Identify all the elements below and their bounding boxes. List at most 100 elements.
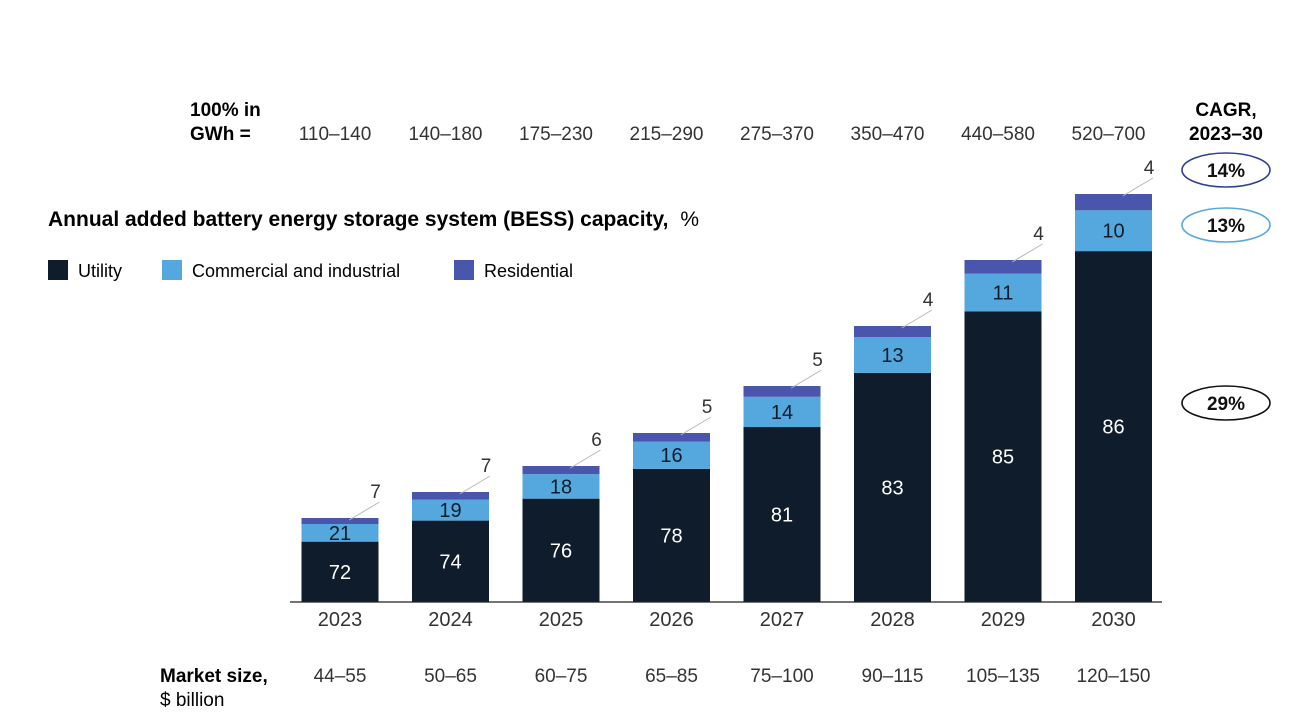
bar-utility-2028 [854,372,931,602]
label-commercial-2029: 11 [993,282,1014,304]
market-size-2029: 105–135 [966,666,1040,687]
bar-utility-2026 [633,468,710,602]
label-residential-2024: 7 [481,456,492,477]
label-utility-2026: 78 [660,525,682,547]
cagr-pill-commercial [1181,207,1271,243]
leader-residential-2025 [569,449,601,469]
market-size-2027: 75–100 [750,666,813,687]
cagr-header-line1: CAGR, [1195,100,1256,121]
gwh-total-2024: 140–180 [409,124,483,145]
market-size-2024: 50–65 [424,666,477,687]
label-commercial-2025: 18 [550,476,572,498]
x-tick-2023: 2023 [318,609,363,631]
market-size-2023: 44–55 [314,666,367,687]
gwh-total-2029: 440–580 [961,124,1035,145]
bar-utility-2030 [1075,251,1152,602]
label-residential-2028: 4 [923,290,934,311]
label-residential-2029: 4 [1033,224,1044,245]
leader-residential-2026 [680,416,712,436]
legend-label-utility: Utility [78,261,122,281]
label-utility-2029: 85 [992,447,1014,469]
gwh-total-2025: 175–230 [519,124,593,145]
leader-residential-2028 [901,309,933,329]
leader-residential-2029 [1011,243,1043,263]
leader-residential-2027 [790,369,822,389]
gwh-row: 110–140 140–180 175–230 215–290 275–370 350–4… [299,124,1146,145]
label-commercial-2023: 21 [329,523,351,545]
legend-label-residential: Residential [484,261,573,281]
bar-utility-2027 [743,427,821,602]
gwh-label-line1: 100% in [190,100,261,121]
leader-residential-2023 [348,501,380,521]
legend-label-commercial: Commercial and industrial [192,261,400,281]
label-utility-2025: 76 [550,540,572,562]
bar-residential-2024 [412,492,489,500]
bar-commercial-2026 [633,441,710,469]
legend-swatch-commercial [162,260,182,280]
bar-commercial-2028 [854,337,931,373]
market-size-2026: 65–85 [645,666,698,687]
bar-commercial-2025 [522,474,600,499]
bar-residential-2027 [743,386,821,397]
chart-title: Annual added battery energy storage syst… [48,208,699,231]
legend: Utility Commercial and industrial Reside… [48,260,573,281]
x-tick-2025: 2025 [539,609,584,631]
x-tick-2027: 2027 [760,609,805,631]
legend-swatch-utility [48,260,68,280]
label-residential-2026: 5 [702,397,713,418]
bar-residential-2025 [522,466,600,475]
bars: 72 21 7 74 19 7 76 18 6 78 16 5 81 14 5 83 13 4 85 11 4 86 10 4 [301,158,1155,602]
label-utility-2024: 74 [439,551,461,573]
bar-commercial-2027 [743,396,821,428]
x-tick-2028: 2028 [870,609,915,631]
cagr-header-line2: 2023–30 [1189,124,1263,145]
x-tick-2029: 2029 [981,609,1026,631]
label-utility-2028: 83 [881,477,903,499]
market-size-2028: 90–115 [862,666,924,687]
x-tick-labels: 2023 2024 2025 2026 2027 2028 2029 2030 [318,609,1136,631]
cagr-value-utility: 29% [1207,394,1245,415]
gwh-total-2026: 215–290 [630,124,704,145]
bar-residential-2026 [633,433,710,442]
market-size-row: 44–55 50–65 60–75 65–85 75–100 90–115 105–135 1… [314,666,1151,687]
market-size-label-line2: $ billion [160,690,224,711]
label-residential-2025: 6 [591,430,602,451]
gwh-total-2027: 275–370 [740,124,814,145]
cagr-pills: 14% 13% 29% [1181,152,1271,421]
cagr-pill-utility [1181,385,1271,421]
bar-residential-2030 [1075,194,1152,211]
label-commercial-2030: 10 [1102,221,1124,243]
gwh-label-line2: GWh = [190,124,251,145]
label-commercial-2027: 14 [771,402,793,424]
label-residential-2027: 5 [812,350,823,371]
bar-commercial-2024 [412,499,489,521]
market-size-label-line1: Market size, [160,666,268,687]
cagr-value-commercial: 13% [1207,216,1245,237]
label-residential-2030: 4 [1144,158,1155,179]
leader-residential-2024 [459,475,491,495]
label-commercial-2028: 13 [881,345,903,367]
market-size-2030: 120–150 [1077,666,1151,687]
label-utility-2023: 72 [329,562,351,584]
bar-residential-2023 [301,518,379,524]
bar-utility-2023 [301,541,379,602]
bar-utility-2029 [964,311,1042,602]
label-residential-2023: 7 [370,482,381,503]
leader-residential-2030 [1122,177,1154,197]
bar-residential-2028 [854,326,931,338]
legend-swatch-residential [454,260,474,280]
gwh-total-2030: 520–700 [1072,124,1146,145]
label-commercial-2024: 19 [439,500,461,522]
bar-utility-2024 [412,520,489,602]
bar-commercial-2023 [301,524,379,542]
market-size-2025: 60–75 [535,666,588,687]
x-tick-2024: 2024 [428,609,473,631]
gwh-total-2028: 350–470 [851,124,925,145]
label-commercial-2026: 16 [660,445,682,467]
label-utility-2030: 86 [1102,417,1124,439]
bar-commercial-2030 [1075,210,1152,252]
label-utility-2027: 81 [771,505,793,527]
bar-residential-2029 [964,260,1042,274]
bar-commercial-2029 [964,273,1042,312]
